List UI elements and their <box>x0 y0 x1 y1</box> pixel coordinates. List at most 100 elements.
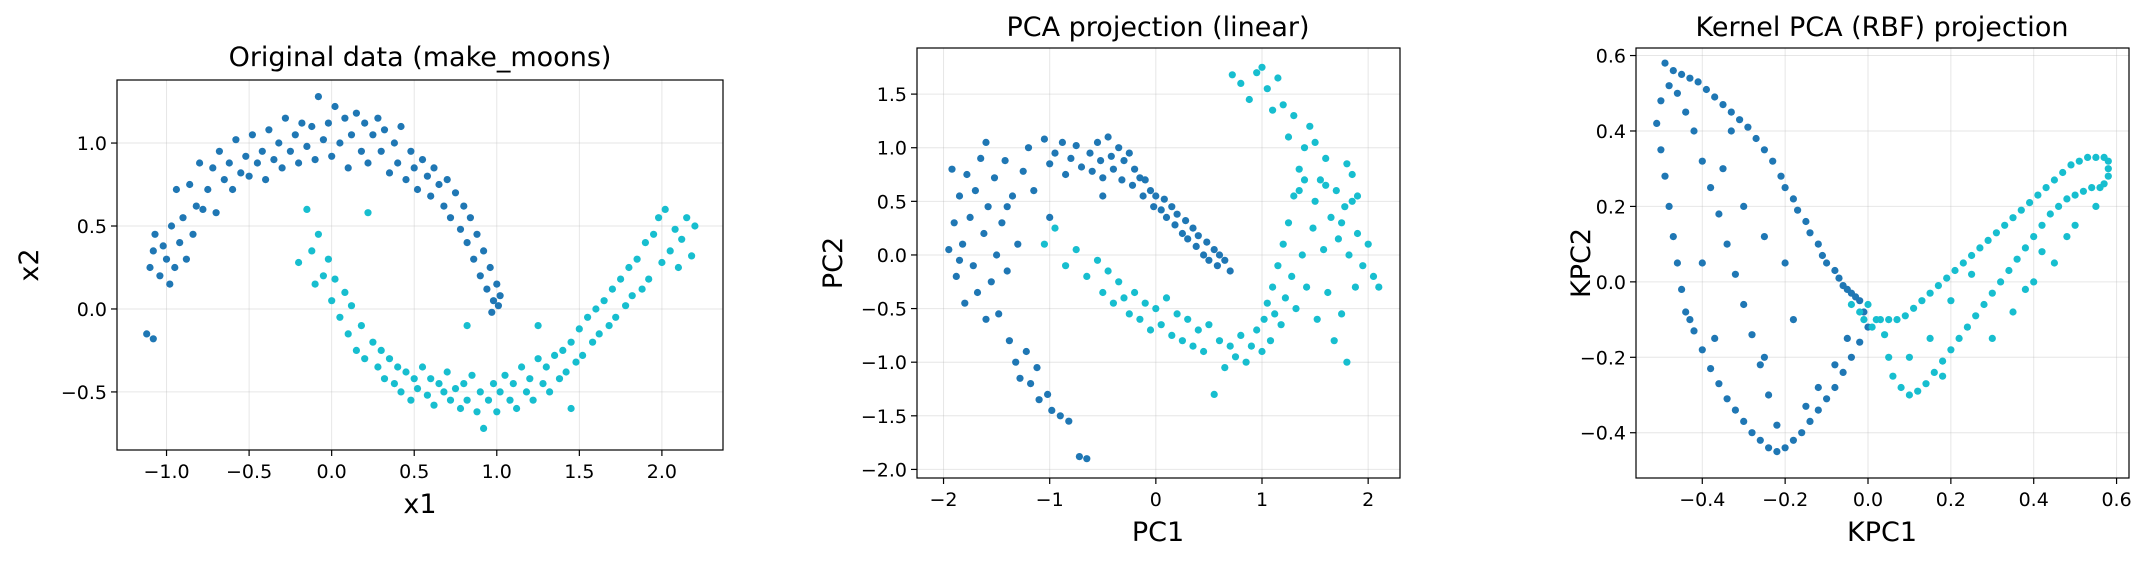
scatter-point-class-0 <box>995 310 1003 318</box>
scatter-point-class-1 <box>1311 138 1319 146</box>
scatter-point-class-0 <box>225 159 233 167</box>
scatter-point-class-1 <box>2009 214 2017 222</box>
scatter-point-class-0 <box>1773 448 1781 456</box>
scatter-point-class-0 <box>1088 167 1096 175</box>
scatter-point-class-1 <box>1889 372 1897 380</box>
x-axis-label: KPC1 <box>1847 517 1917 548</box>
scatter-point-class-1 <box>655 214 663 222</box>
y-tick-label: −0.5 <box>61 382 107 404</box>
scatter-point-class-0 <box>1769 157 1777 165</box>
scatter-point-class-0 <box>199 205 207 213</box>
scatter-point-class-0 <box>1673 259 1681 267</box>
scatter-point-class-1 <box>555 375 564 383</box>
scatter-point-class-1 <box>1120 294 1128 302</box>
y-tick-label: 1.0 <box>77 133 107 155</box>
scatter-point-class-0 <box>1118 176 1126 184</box>
x-axis-label: PC1 <box>1132 517 1184 548</box>
scatter-point-class-0 <box>1781 259 1789 267</box>
scatter-point-class-0 <box>1698 259 1706 267</box>
scatter-point-class-1 <box>314 230 322 238</box>
scatter-point-class-1 <box>341 288 349 296</box>
scatter-point-class-1 <box>1311 197 1319 205</box>
scatter-point-class-1 <box>1300 144 1309 152</box>
scatter-point-class-1 <box>2071 221 2079 229</box>
scatter-point-class-1 <box>1338 310 1346 318</box>
scatter-point-class-0 <box>1067 154 1075 162</box>
scatter-point-class-0 <box>281 114 289 122</box>
scatter-point-class-1 <box>2021 244 2029 252</box>
scatter-point-class-0 <box>1003 203 1011 211</box>
scatter-point-class-0 <box>1046 213 1054 221</box>
scatter-point-class-1 <box>1856 308 1864 316</box>
scatter-point-class-1 <box>1266 337 1275 345</box>
scatter-point-class-1 <box>2030 278 2038 286</box>
scatter-point-class-0 <box>1777 172 1785 180</box>
scatter-point-class-0 <box>1162 213 1171 221</box>
scatter-point-class-0 <box>1678 285 1686 293</box>
scatter-point-class-1 <box>402 368 410 376</box>
scatter-point-class-1 <box>509 380 517 388</box>
scatter-point-class-0 <box>204 185 212 194</box>
scatter-point-class-0 <box>171 263 179 272</box>
scatter-point-class-0 <box>278 164 286 172</box>
scatter-point-class-0 <box>385 169 394 177</box>
scatter-point-class-1 <box>1947 297 1955 305</box>
scatter-point-class-1 <box>1885 316 1893 324</box>
scatter-point-class-0 <box>336 139 344 147</box>
scatter-point-class-1 <box>1359 262 1367 270</box>
scatter-point-class-0 <box>1715 210 1723 218</box>
scatter-point-class-1 <box>496 388 504 396</box>
scatter-point-class-0 <box>331 102 339 111</box>
scatter-point-class-1 <box>377 346 385 354</box>
scatter-point-class-1 <box>2067 161 2075 169</box>
scatter-point-class-0 <box>982 138 990 146</box>
scatter-point-class-1 <box>1316 176 1324 184</box>
scatter-point-class-0 <box>1794 206 1802 214</box>
scatter-point-class-1 <box>1288 272 1296 280</box>
subplot-pca-projection: PCA projection (linear) PC1 PC2 −2 −1 0 1 2 −… <box>818 12 1401 548</box>
scatter-point-class-0 <box>1033 364 1041 372</box>
scatter-point-class-1 <box>691 222 699 230</box>
scatter-point-class-1 <box>2030 233 2038 241</box>
scatter-point-class-1 <box>1322 181 1330 189</box>
scatter-point-class-1 <box>633 255 641 263</box>
scatter-point-class-0 <box>176 239 184 247</box>
scatter-point-class-1 <box>1984 236 1992 244</box>
scatter-point-class-1 <box>451 385 460 393</box>
scatter-point-class-1 <box>1992 229 2000 237</box>
grid <box>117 80 723 450</box>
scatter-point-class-0 <box>1690 327 1698 335</box>
scatter-point-class-0 <box>1184 235 1192 243</box>
scatter-point-class-0 <box>1128 181 1137 189</box>
scatter-point-class-0 <box>380 126 389 134</box>
scatter-point-class-0 <box>1125 149 1133 157</box>
scatter-point-class-1 <box>1348 197 1356 205</box>
y-tick-label: 1.0 <box>877 138 907 160</box>
scatter-point-class-0 <box>1752 134 1760 143</box>
scatter-point-class-0 <box>1818 251 1826 260</box>
scatter-point-class-1 <box>364 209 372 217</box>
scatter-point-class-1 <box>1051 224 1059 232</box>
scatter-point-class-1 <box>1997 278 2005 286</box>
scatter-point-class-1 <box>1295 165 1303 173</box>
scatter-point-class-1 <box>2084 153 2092 161</box>
y-tick-label: −1.5 <box>861 406 907 428</box>
scatter-point-class-0 <box>159 242 167 250</box>
y-tick-label: −2.0 <box>861 459 907 481</box>
scatter-point-class-1 <box>460 380 468 388</box>
scatter-point-class-0 <box>1727 127 1735 135</box>
scatter-point-class-0 <box>1806 417 1814 425</box>
x-tick-label: 2.0 <box>647 461 677 483</box>
scatter-point-class-0 <box>1847 353 1855 361</box>
scatter-point-class-1 <box>688 252 696 260</box>
scatter-point-class-0 <box>460 202 468 210</box>
scatter-point-class-1 <box>674 263 683 272</box>
scatter-point-class-1 <box>1141 299 1149 307</box>
scatter-point-class-1 <box>572 358 580 366</box>
scatter-point-class-1 <box>2104 165 2112 173</box>
y-axis-label: x2 <box>14 248 45 281</box>
scatter-point-class-0 <box>295 159 303 167</box>
scatter-point-class-1 <box>443 368 451 376</box>
scatter-point-class-1 <box>1295 187 1303 195</box>
scatter-point-class-1 <box>1306 122 1314 130</box>
